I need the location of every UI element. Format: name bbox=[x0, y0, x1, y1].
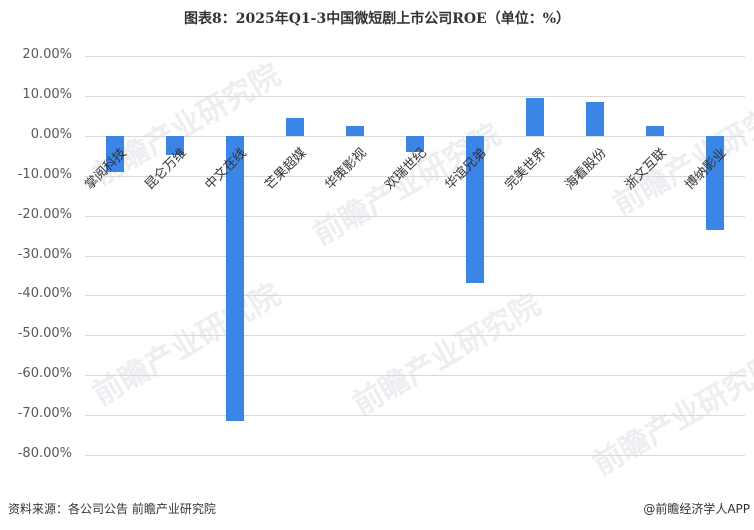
bar-10 bbox=[706, 136, 724, 230]
chart-title: 图表8：2025年Q1-3中国微短剧上市公司ROE（单位：%） bbox=[184, 11, 570, 27]
x-category-label: 海看股份 bbox=[562, 145, 610, 193]
y-tick-label: -40.00% bbox=[17, 286, 72, 301]
watermark: 前瞻产业研究院 bbox=[347, 287, 547, 423]
bar-5 bbox=[406, 136, 424, 152]
y-tick-label: 0.00% bbox=[30, 127, 72, 142]
source-note: 资料来源：各公司公告 前瞻产业研究院 bbox=[8, 502, 216, 516]
gridline bbox=[85, 455, 745, 456]
bar-8 bbox=[586, 102, 604, 136]
chart-plot-area: 前瞻产业研究院 前瞻产业研究院 前瞻产业研究院 前瞻产业研究院 前瞻产业研究院 … bbox=[17, 47, 754, 483]
y-tick-label: -80.00% bbox=[17, 446, 72, 461]
gridline bbox=[85, 335, 745, 336]
x-category-label: 芒果超媒 bbox=[262, 145, 310, 193]
bar-9 bbox=[646, 126, 664, 136]
y-tick-label: 10.00% bbox=[22, 87, 72, 102]
gridline bbox=[85, 96, 745, 97]
gridline bbox=[85, 56, 745, 57]
gridline bbox=[85, 415, 745, 416]
gridline bbox=[85, 375, 745, 376]
gridline bbox=[85, 176, 745, 177]
bar-2 bbox=[226, 136, 244, 421]
gridline bbox=[85, 256, 745, 257]
y-tick-label: -30.00% bbox=[17, 247, 72, 262]
watermark: 前瞻产业研究院 bbox=[587, 347, 754, 483]
gridline bbox=[85, 216, 745, 217]
gridline bbox=[85, 295, 745, 296]
y-tick-label: -50.00% bbox=[17, 326, 72, 341]
y-tick-label: 20.00% bbox=[22, 47, 72, 62]
bar-4 bbox=[346, 126, 364, 136]
y-tick-label: -60.00% bbox=[17, 366, 72, 381]
bar-0 bbox=[106, 136, 124, 172]
credit-note: @前瞻经济学人APP bbox=[643, 502, 750, 516]
bar-1 bbox=[166, 136, 184, 155]
watermark: 前瞻产业研究院 bbox=[87, 277, 287, 413]
bar-7 bbox=[526, 98, 544, 136]
bar-6 bbox=[466, 136, 484, 283]
bar-3 bbox=[286, 118, 304, 136]
y-tick-label: -20.00% bbox=[17, 207, 72, 222]
y-tick-label: -70.00% bbox=[17, 406, 72, 421]
y-tick-label: -10.00% bbox=[17, 167, 72, 182]
